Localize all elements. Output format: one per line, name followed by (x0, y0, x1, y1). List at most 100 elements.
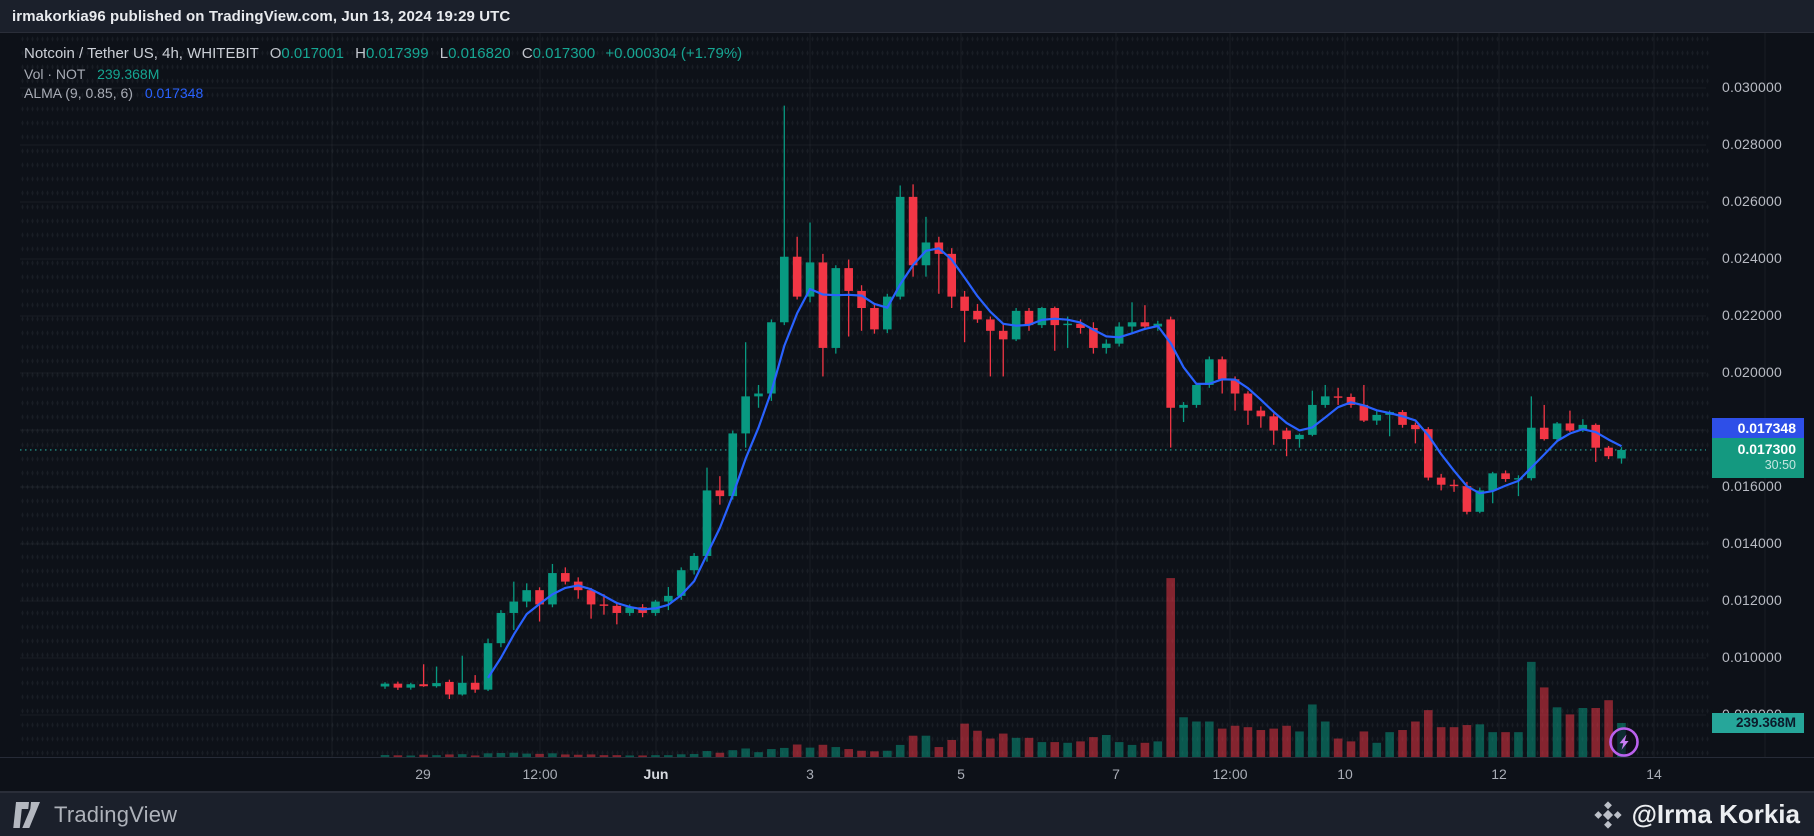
candle-body[interactable] (921, 242, 931, 266)
volume-bar[interactable] (1604, 700, 1613, 757)
volume-bar[interactable] (1462, 725, 1472, 757)
candle-body[interactable] (779, 256, 789, 323)
volume-bar[interactable] (651, 755, 660, 757)
candle-body[interactable] (741, 396, 750, 434)
volume-legend-row[interactable]: Vol · NOT 239.368M (24, 64, 742, 83)
volume-bar[interactable] (1423, 710, 1433, 757)
volume-bar[interactable] (1295, 731, 1304, 757)
candle-body[interactable] (1101, 343, 1111, 348)
volume-bar[interactable] (1385, 732, 1394, 757)
candle-body[interactable] (754, 393, 763, 397)
volume-bar[interactable] (1101, 734, 1111, 757)
volume-bar[interactable] (393, 755, 403, 757)
candle-body[interactable] (1372, 414, 1382, 421)
volume-bar[interactable] (934, 747, 944, 757)
volume-bar[interactable] (1578, 708, 1588, 757)
volume-bar[interactable] (535, 753, 544, 757)
volume-bar[interactable] (1192, 721, 1201, 758)
volume-bar[interactable] (1501, 732, 1510, 757)
symbol-legend-row[interactable]: Notcoin / Tether US, 4h, WHITEBIT O0.017… (24, 44, 742, 64)
volume-bar[interactable] (1205, 721, 1214, 758)
candle-body[interactable] (496, 612, 506, 644)
volume-bar[interactable] (432, 755, 441, 757)
candle-body[interactable] (1527, 427, 1536, 479)
candle-body[interactable] (1423, 429, 1433, 478)
volume-bar[interactable] (1591, 708, 1601, 757)
volume-bar[interactable] (1565, 714, 1575, 757)
volume-bar[interactable] (1320, 721, 1330, 758)
volume-bar[interactable] (599, 755, 609, 757)
candle-body[interactable] (1475, 490, 1485, 512)
volume-bar[interactable] (986, 738, 995, 757)
candle-body[interactable] (986, 319, 995, 331)
candle-body[interactable] (664, 595, 673, 602)
volume-bar[interactable] (754, 752, 763, 757)
candle-body[interactable] (1063, 323, 1072, 326)
candle-body[interactable] (1127, 322, 1137, 327)
candle-body[interactable] (1308, 404, 1317, 435)
candle-body[interactable] (1282, 430, 1291, 440)
candle-body[interactable] (895, 196, 905, 297)
volume-bar[interactable] (509, 752, 519, 757)
candle-body[interactable] (1114, 326, 1124, 344)
candle-body[interactable] (1359, 404, 1369, 421)
candle-body[interactable] (689, 555, 699, 571)
candle-body[interactable] (844, 268, 853, 291)
volume-bar[interactable] (470, 755, 480, 757)
candle-body[interactable] (599, 604, 609, 606)
alma-legend-row[interactable]: ALMA (9, 0.85, 6) 0.017348 (24, 83, 742, 102)
candle-body[interactable] (1488, 473, 1497, 491)
volume-bar[interactable] (715, 752, 725, 757)
volume-bar[interactable] (1256, 730, 1266, 757)
candle-body[interactable] (509, 601, 519, 613)
candle-body[interactable] (767, 322, 776, 394)
volume-bar[interactable] (1359, 731, 1369, 757)
volume-bar[interactable] (1089, 737, 1098, 757)
candle-body[interactable] (1539, 427, 1549, 440)
volume-bar[interactable] (1333, 738, 1343, 757)
candle-body[interactable] (805, 262, 815, 297)
candle-body[interactable] (1205, 359, 1214, 385)
volume-bar[interactable] (1539, 687, 1549, 757)
volume-bar[interactable] (1436, 727, 1446, 757)
volume-bar[interactable] (561, 754, 570, 757)
candle-body[interactable] (1037, 308, 1047, 326)
volume-bar[interactable] (1398, 730, 1407, 757)
candle-body[interactable] (1192, 384, 1201, 405)
volume-bar[interactable] (1114, 742, 1124, 757)
candle-body[interactable] (612, 605, 622, 613)
volume-bar[interactable] (1230, 725, 1240, 757)
volume-bar[interactable] (1024, 737, 1034, 757)
volume-bar[interactable] (1308, 704, 1317, 757)
volume-bar[interactable] (1552, 707, 1562, 757)
candle-body[interactable] (960, 296, 969, 311)
volume-bar[interactable] (1449, 727, 1459, 757)
candle-body[interactable] (883, 296, 892, 330)
candle-body[interactable] (586, 590, 596, 605)
volume-bar[interactable] (1140, 742, 1150, 757)
candle-body[interactable] (1578, 424, 1588, 431)
alma-indicator-line[interactable] (487, 247, 1623, 679)
volume-bar[interactable] (625, 755, 635, 757)
candle-body[interactable] (1230, 379, 1240, 394)
volume-bar[interactable] (702, 751, 712, 757)
volume-bar[interactable] (1527, 661, 1536, 757)
volume-bar[interactable] (522, 753, 531, 757)
candle-body[interactable] (1217, 359, 1227, 380)
candle-body[interactable] (457, 682, 467, 695)
candle-body[interactable] (728, 433, 738, 497)
volume-bar[interactable] (1514, 732, 1523, 757)
candle-body[interactable] (1604, 447, 1613, 457)
volume-bar[interactable] (998, 733, 1008, 757)
candle-body[interactable] (522, 590, 531, 602)
candle-body[interactable] (483, 643, 493, 690)
candle-body[interactable] (1179, 404, 1188, 408)
candle-body[interactable] (1140, 322, 1150, 327)
candle-body[interactable] (908, 196, 918, 266)
volume-bar[interactable] (921, 735, 931, 757)
volume-bar[interactable] (857, 750, 866, 757)
candle-body[interactable] (1256, 410, 1266, 417)
volume-bar[interactable] (1011, 737, 1021, 757)
volume-bar[interactable] (1050, 742, 1060, 757)
candle-body[interactable] (535, 590, 544, 605)
